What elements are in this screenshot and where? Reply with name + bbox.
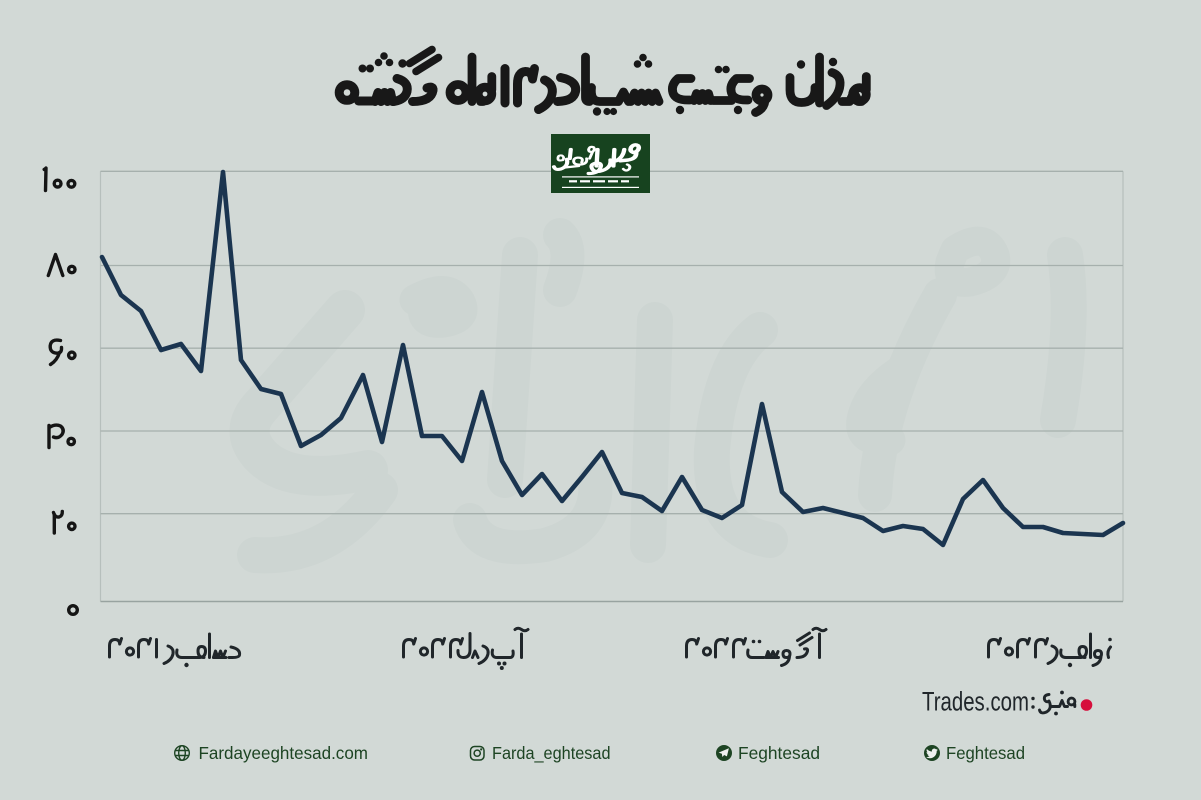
svg-text:Feghtesad: Feghtesad xyxy=(738,743,820,763)
svg-text:Fardayeeghtesad.com: Fardayeeghtesad.com xyxy=(199,743,369,763)
svg-text:Farda_eghtesad: Farda_eghtesad xyxy=(492,743,611,764)
svg-text:Feghtesad: Feghtesad xyxy=(946,743,1025,763)
svg-text:Trades.com: Trades.com xyxy=(922,687,1029,717)
